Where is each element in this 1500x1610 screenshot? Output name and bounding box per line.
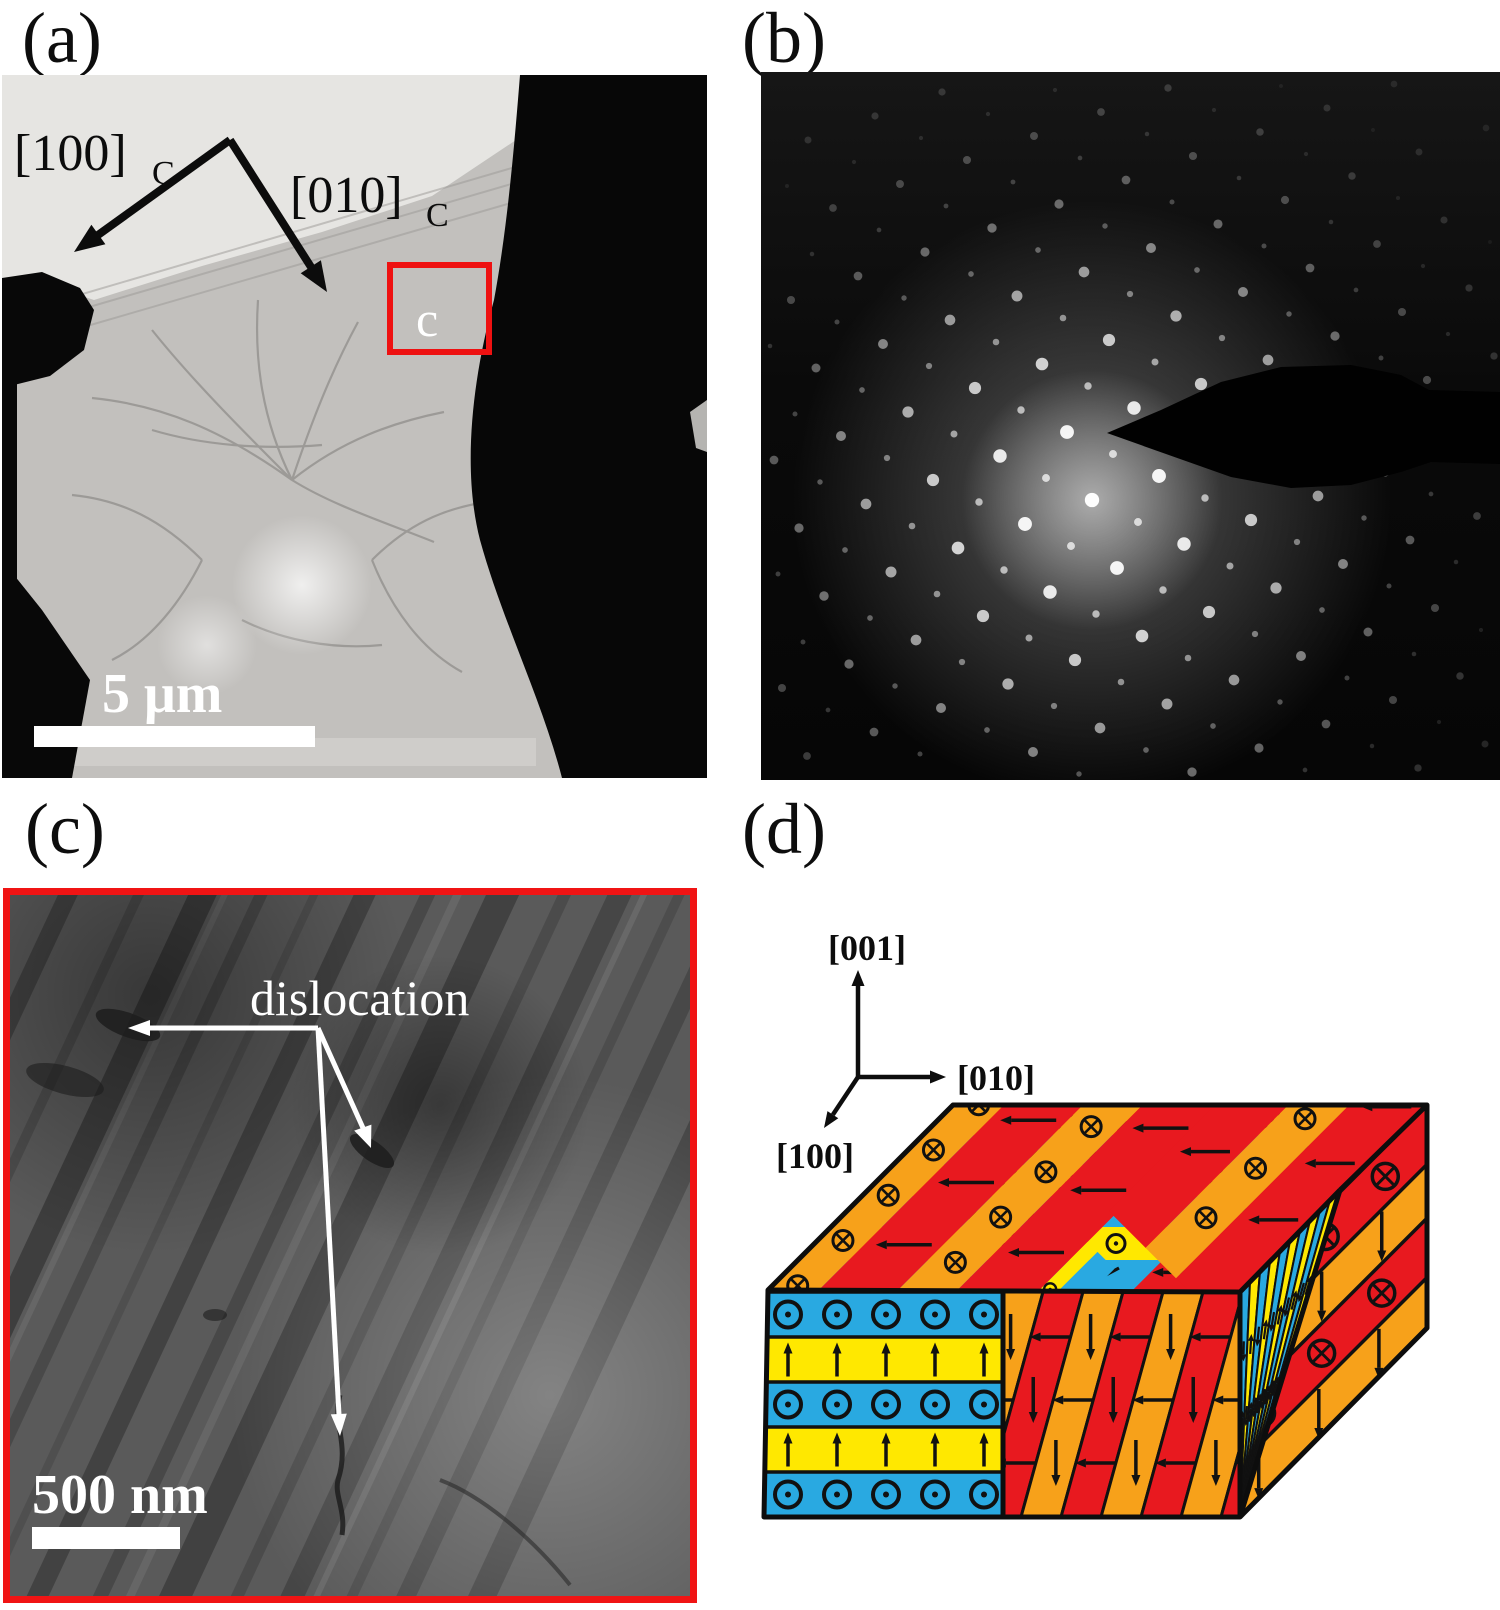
axis-label-010: [010] (957, 1058, 1035, 1098)
edge-notch (690, 400, 707, 452)
direction-label-100-sub: C (152, 155, 175, 192)
beam-stop (1107, 365, 1500, 488)
panel-d-domain-schematic: [001] [010] [100] (761, 935, 1430, 1520)
arrowhead-010 (300, 260, 327, 292)
dislocation-arrows (128, 1020, 372, 1436)
bottom-left-black (2, 560, 90, 778)
dislocation-label: dislocation (250, 970, 469, 1026)
direction-label-010: [010] (290, 167, 403, 224)
right-edge-black (470, 75, 707, 778)
panel-c-label: (c) (25, 789, 105, 869)
panel-a-tem-image: [100] C [010] C c 5 μm (2, 75, 707, 778)
panel-d-label: (d) (742, 789, 826, 869)
domain-front-right-face (1003, 1291, 1240, 1517)
direction-label-010-sub: C (426, 197, 449, 234)
roi-label: c (416, 291, 438, 347)
scale-text-a: 5 μm (102, 663, 222, 725)
vacuum-region (2, 75, 564, 300)
domain-front-left-face (764, 1290, 1003, 1517)
crystal-axes (824, 970, 946, 1128)
bright-spot (232, 515, 372, 655)
roi-box (387, 262, 492, 355)
bright-spot-2 (157, 595, 257, 695)
panel-b-diffraction-pattern (761, 72, 1500, 780)
left-blob-black (2, 272, 94, 388)
direction-arrows (74, 136, 327, 292)
dislocation-line-2 (439, 1478, 572, 1587)
panel-b-label: (b) (742, 0, 826, 78)
scale-text-c: 500 nm (32, 1464, 208, 1526)
panel-a-label: (a) (22, 0, 102, 78)
scale-bar-c (32, 1527, 180, 1549)
direction-label-100: [100] (14, 125, 127, 182)
panel-c-tem-image: dislocation 500 nm (10, 895, 690, 1596)
axis-label-100: [100] (776, 1136, 854, 1176)
panel-c-roi-frame: dislocation 500 nm (3, 888, 697, 1603)
box-edges (761, 1102, 1430, 1520)
scale-bar-a (34, 726, 315, 747)
axis-label-001: [001] (828, 935, 906, 968)
arrowhead-100 (74, 224, 106, 252)
dark-region-2 (290, 955, 590, 1255)
domain-top-face (768, 1105, 1427, 1292)
